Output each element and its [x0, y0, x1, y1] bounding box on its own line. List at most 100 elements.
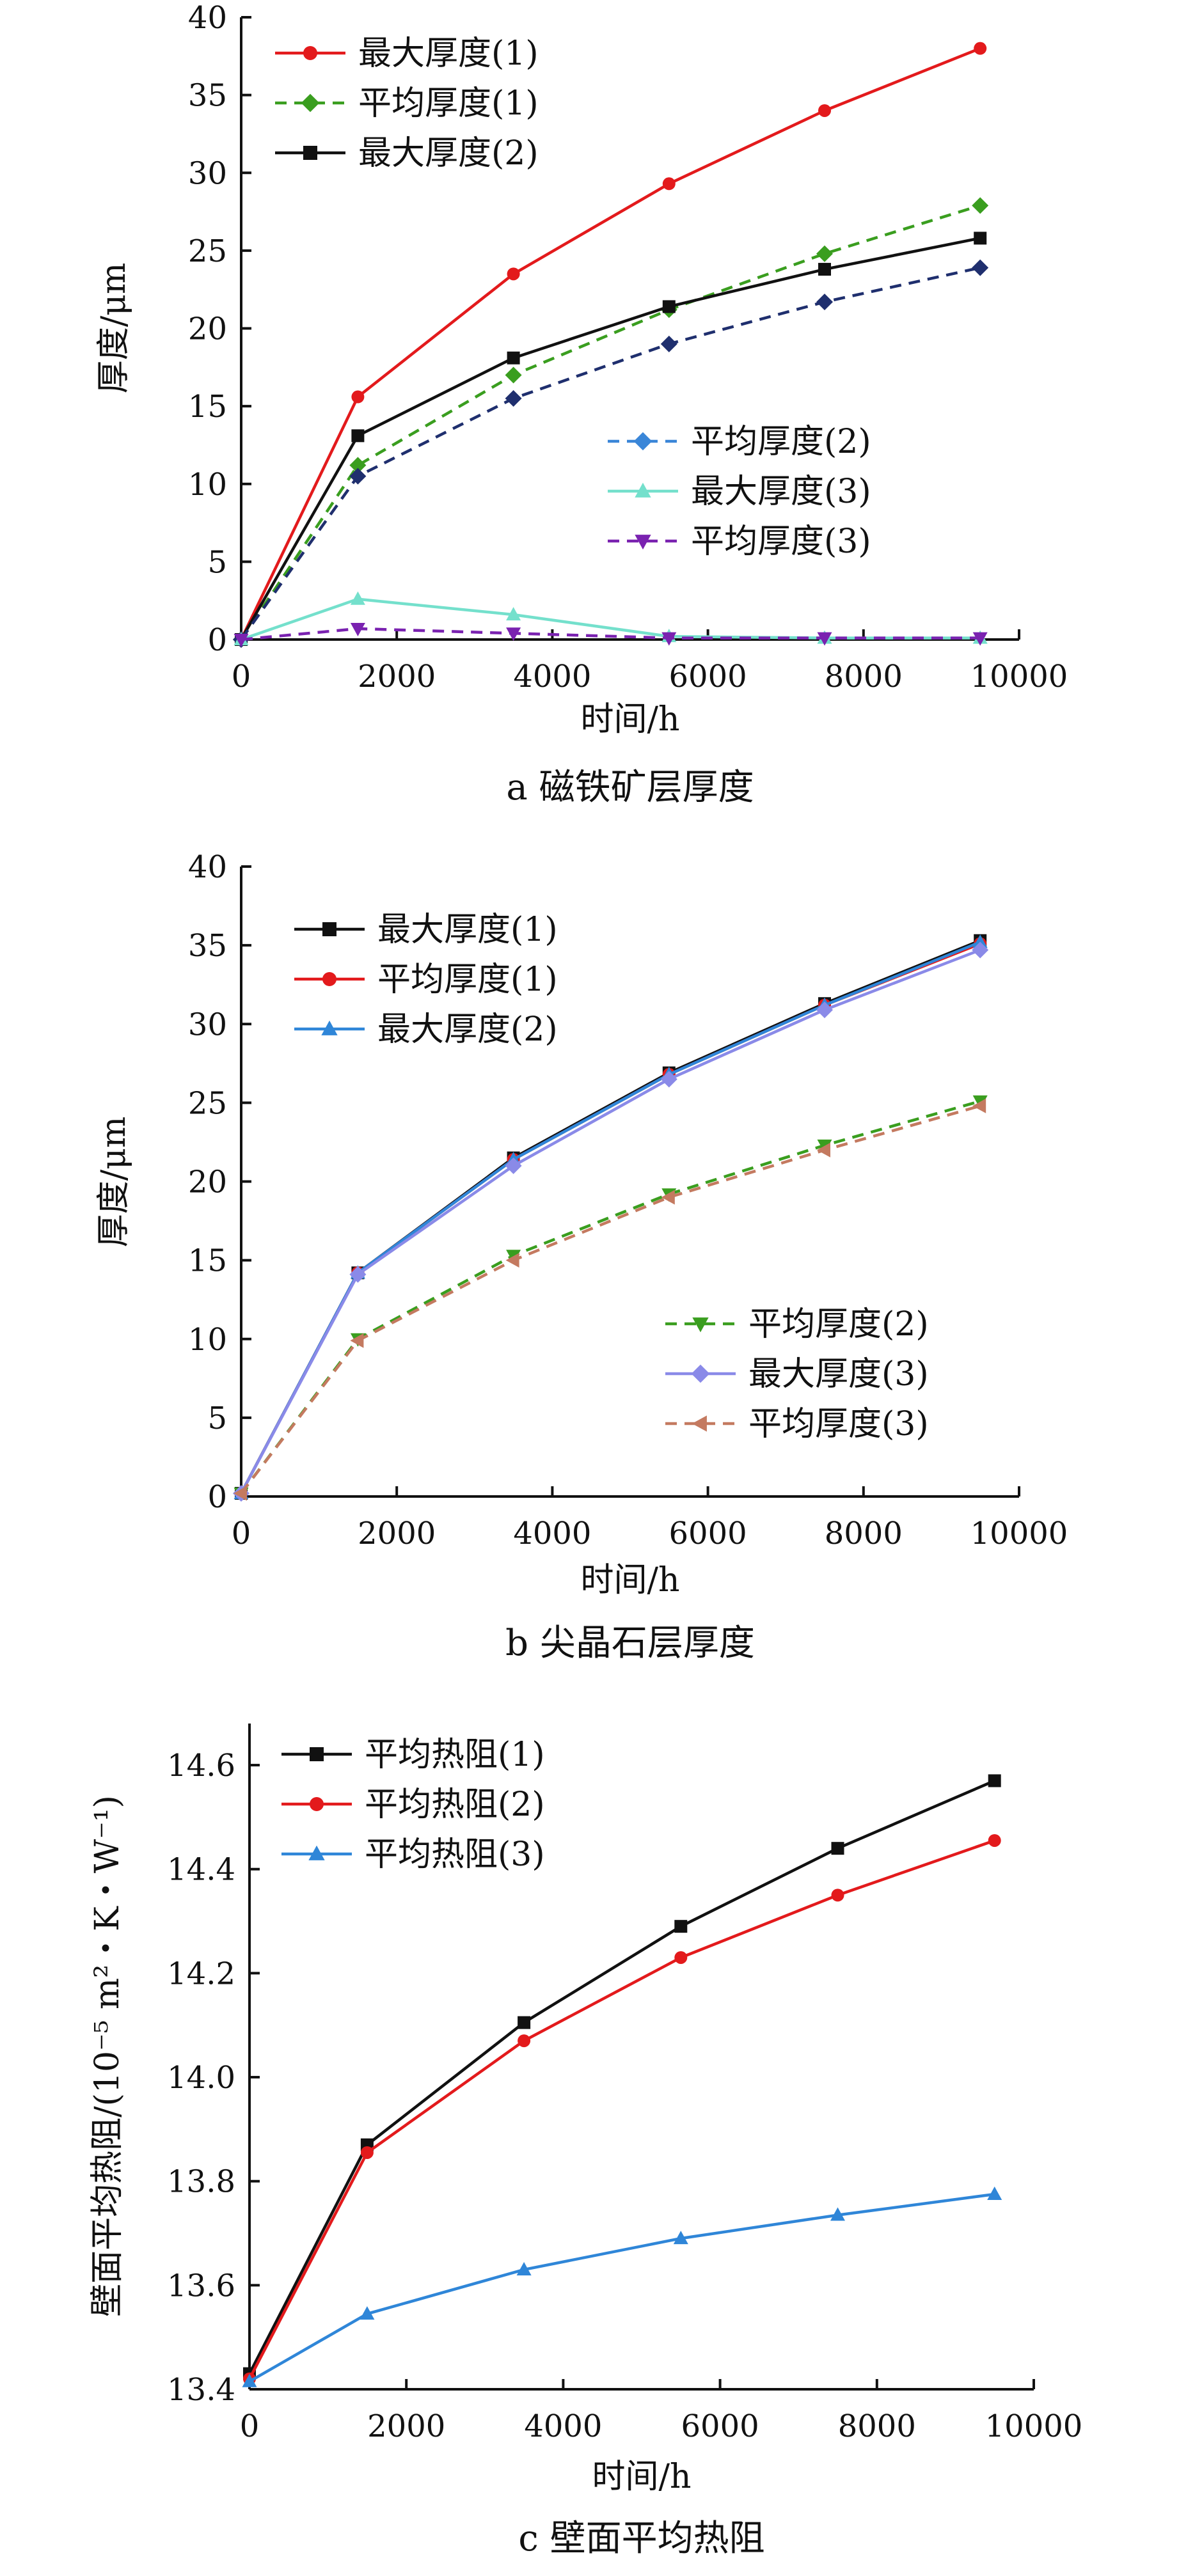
y-axis-title: 厚度/μm: [95, 263, 133, 394]
x-tick-label: 2000: [358, 1516, 436, 1551]
y-tick-label: 14.6: [167, 1748, 235, 1784]
data-point: [507, 351, 520, 365]
legend-entry: 最大厚度(2): [294, 1010, 558, 1049]
y-tick-label: 0: [207, 1479, 227, 1515]
data-point: [661, 1190, 675, 1205]
data-point: [350, 1333, 364, 1348]
x-tick-label: 8000: [825, 659, 903, 695]
y-tick-label: 30: [188, 155, 227, 191]
legend-marker: [633, 432, 653, 451]
legend-entry: 平均厚度(2): [608, 423, 871, 461]
legend-marker: [310, 1747, 324, 1761]
data-point: [972, 259, 989, 276]
data-point: [506, 627, 521, 641]
legend-label: 最大厚度(2): [358, 134, 539, 173]
y-tick-label: 10: [188, 1322, 227, 1358]
series-4: [233, 941, 989, 1502]
y-tick-label: 20: [188, 311, 227, 347]
y-tick-label: 0: [207, 622, 227, 658]
legend-entry: 最大厚度(1): [275, 35, 539, 73]
x-tick-label: 8000: [825, 1516, 903, 1551]
legend-label: 最大厚度(1): [358, 35, 539, 73]
data-point: [818, 263, 831, 276]
data-point: [360, 2146, 374, 2159]
series-line: [248, 2192, 995, 2383]
x-tick-label: 8000: [838, 2408, 916, 2444]
x-tick-label: 0: [240, 2408, 260, 2444]
data-point: [351, 429, 365, 443]
legend-entry: 平均厚度(2): [665, 1305, 929, 1344]
series-line: [241, 597, 981, 641]
y-tick-label: 20: [188, 1165, 227, 1200]
y-tick-label: 13.4: [167, 2372, 235, 2408]
y-tick-label: 35: [188, 928, 227, 964]
data-point: [673, 2231, 688, 2245]
y-axis-title: 厚度/μm: [95, 1117, 133, 1248]
x-axis-title: 时间/h: [580, 700, 679, 739]
chart-caption: c 壁面平均热阻: [518, 2518, 764, 2559]
chart-caption: a 磁铁矿层厚度: [506, 767, 754, 808]
series-line: [240, 948, 981, 1495]
series-line: [240, 204, 981, 641]
x-tick-label: 2000: [367, 2408, 445, 2444]
x-tick-label: 6000: [669, 1516, 747, 1551]
series-5: [233, 622, 988, 647]
legend-marker: [692, 1415, 707, 1432]
legend-0: 最大厚度(1) 平均厚度(1) 最大厚度(2): [294, 911, 558, 1049]
y-tick-label: 40: [188, 0, 227, 36]
data-point: [505, 366, 522, 384]
legend-label: 最大厚度(2): [377, 1010, 558, 1049]
legend-label: 平均热阻(1): [365, 1736, 545, 1774]
y-tick-label: 13.8: [167, 2164, 235, 2200]
x-axis-title: 时间/h: [580, 1561, 679, 1599]
legend-marker: [692, 1317, 709, 1333]
x-tick-label: 6000: [669, 659, 747, 695]
y-tick-label: 5: [207, 544, 227, 580]
y-axis-title: 壁面平均热阻/(10⁻⁵ m²・K・W⁻¹): [88, 1795, 127, 2317]
legend-label: 平均厚度(2): [691, 423, 871, 461]
data-point: [233, 634, 249, 647]
data-point: [518, 2016, 531, 2029]
data-point: [505, 389, 522, 407]
data-point: [974, 42, 987, 55]
data-point: [349, 457, 367, 474]
series-5: [233, 1098, 986, 1501]
x-tick-label: 2000: [358, 659, 436, 695]
chart-panel-0: 0 2000 4000 6000 8000 10000 0 5 10 15 20 25 30 35 40 时间…: [95, 0, 1068, 808]
data-point: [817, 632, 832, 646]
data-point: [972, 632, 988, 646]
data-point: [972, 197, 989, 214]
legend-0: 最大厚度(1) 平均厚度(1) 最大厚度(2): [275, 35, 539, 173]
legend-marker: [322, 972, 336, 986]
legend-entry: 平均厚度(3): [608, 522, 871, 561]
legend-entry: 平均厚度(1): [275, 84, 539, 123]
legend-entry: 平均热阻(1): [281, 1736, 545, 1774]
data-point: [831, 1842, 844, 1855]
data-point: [349, 1266, 367, 1283]
data-point: [233, 1486, 247, 1501]
y-tick-label: 13.6: [167, 2268, 235, 2304]
y-tick-label: 14.0: [167, 2060, 235, 2096]
series-line: [248, 1839, 995, 2380]
series-0: [235, 42, 987, 646]
y-tick-label: 30: [188, 1007, 227, 1042]
legend-marker: [310, 1797, 324, 1811]
series-2: [235, 232, 987, 646]
data-point: [518, 2034, 531, 2048]
legend-label: 最大厚度(1): [377, 911, 558, 949]
x-tick-label: 4000: [513, 659, 591, 695]
data-point: [987, 2187, 1002, 2201]
legend-label: 平均厚度(3): [691, 522, 871, 561]
legend-0: 平均热阻(1) 平均热阻(2) 平均热阻(3): [281, 1736, 545, 1874]
legend-entry: 平均热阻(2): [281, 1786, 545, 1824]
y-tick-label: 15: [188, 1243, 227, 1279]
y-tick-label: 5: [207, 1401, 227, 1436]
data-point: [974, 232, 987, 245]
x-tick-label: 0: [232, 659, 251, 695]
data-point: [505, 1157, 522, 1174]
data-point: [972, 1098, 986, 1113]
legend-label: 平均热阻(2): [365, 1786, 545, 1824]
data-point: [242, 2373, 257, 2387]
data-point: [662, 300, 676, 313]
data-point: [830, 2207, 845, 2221]
